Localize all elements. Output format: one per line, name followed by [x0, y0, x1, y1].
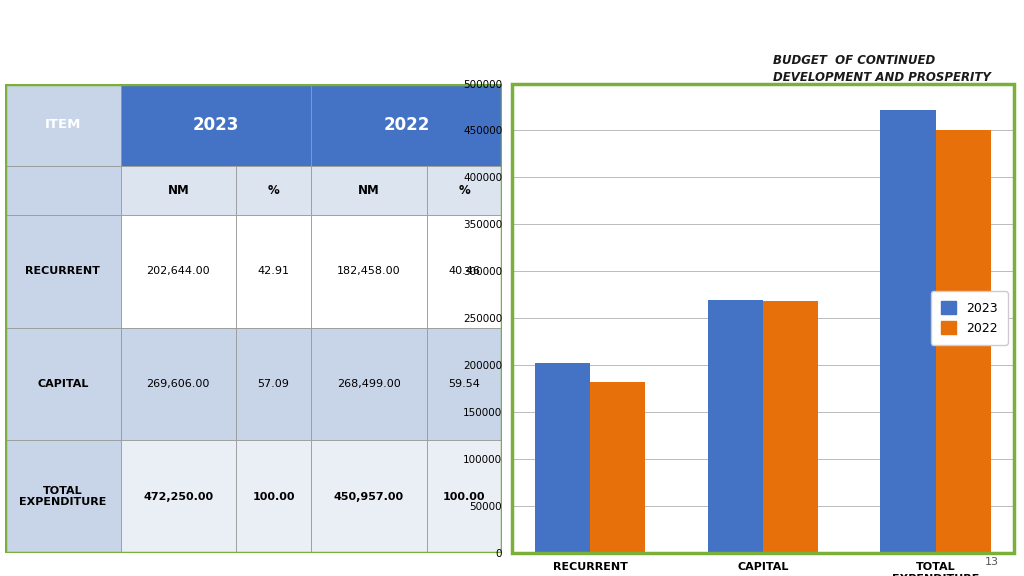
Text: %: % [267, 184, 280, 197]
Text: ITEM: ITEM [45, 118, 81, 131]
Bar [121, 166, 236, 215]
Text: 2023: 2023 [193, 116, 239, 134]
Bar [708, 300, 763, 553]
Bar [427, 215, 502, 328]
Text: RECURRENT: RECURRENT [26, 266, 100, 276]
Text: 40.46: 40.46 [449, 266, 480, 276]
Bar [121, 440, 236, 553]
Bar [5, 440, 121, 553]
Text: %: % [459, 184, 470, 197]
Text: 202,644.00: 202,644.00 [146, 266, 210, 276]
Bar [5, 166, 121, 215]
Bar [121, 215, 236, 328]
Text: 100.00: 100.00 [252, 492, 295, 502]
Text: 182,458.00: 182,458.00 [337, 266, 400, 276]
Text: 100.00: 100.00 [443, 492, 485, 502]
Text: 268,499.00: 268,499.00 [337, 379, 400, 389]
Text: TOTAL
EXPENDITURE: TOTAL EXPENDITURE [19, 486, 106, 507]
Text: NM: NM [167, 184, 189, 197]
Bar [311, 215, 427, 328]
Bar [121, 328, 236, 440]
Bar [311, 84, 502, 166]
Bar [881, 109, 936, 553]
Bar [427, 328, 502, 440]
Text: CAPITAL: CAPITAL [37, 379, 88, 389]
Text: 13: 13 [984, 558, 998, 567]
Text: DEVELOPMENT AND PROSPERITY: DEVELOPMENT AND PROSPERITY [773, 71, 991, 84]
Bar [535, 363, 590, 553]
Text: 269,606.00: 269,606.00 [146, 379, 210, 389]
Text: 57.09: 57.09 [258, 379, 290, 389]
Bar [763, 301, 818, 553]
Bar [236, 166, 311, 215]
Text: 450,957.00: 450,957.00 [334, 492, 403, 502]
Bar [236, 215, 311, 328]
Text: NM: NM [358, 184, 380, 197]
Text: 59.54: 59.54 [449, 379, 480, 389]
Bar [936, 130, 991, 553]
Bar [121, 84, 311, 166]
Bar [236, 328, 311, 440]
Text: 2023 & 2022 ESTIMATED RECURRENT AND CAPITAL EXPENDITURE COMPARISON: 2023 & 2022 ESTIMATED RECURRENT AND CAPI… [16, 52, 627, 66]
Bar [590, 382, 645, 553]
Text: 42.91: 42.91 [258, 266, 290, 276]
Bar [311, 328, 427, 440]
Text: BUDGET  OF CONTINUED: BUDGET OF CONTINUED [773, 54, 935, 67]
Bar [427, 440, 502, 553]
Bar [427, 166, 502, 215]
Bar [5, 84, 121, 166]
Text: 472,250.00: 472,250.00 [143, 492, 213, 502]
Legend: 2023, 2022: 2023, 2022 [931, 291, 1008, 345]
Bar [236, 440, 311, 553]
Bar [311, 440, 427, 553]
Bar [5, 215, 121, 328]
Bar [311, 166, 427, 215]
Bar [5, 328, 121, 440]
Text: 2022: 2022 [383, 116, 430, 134]
